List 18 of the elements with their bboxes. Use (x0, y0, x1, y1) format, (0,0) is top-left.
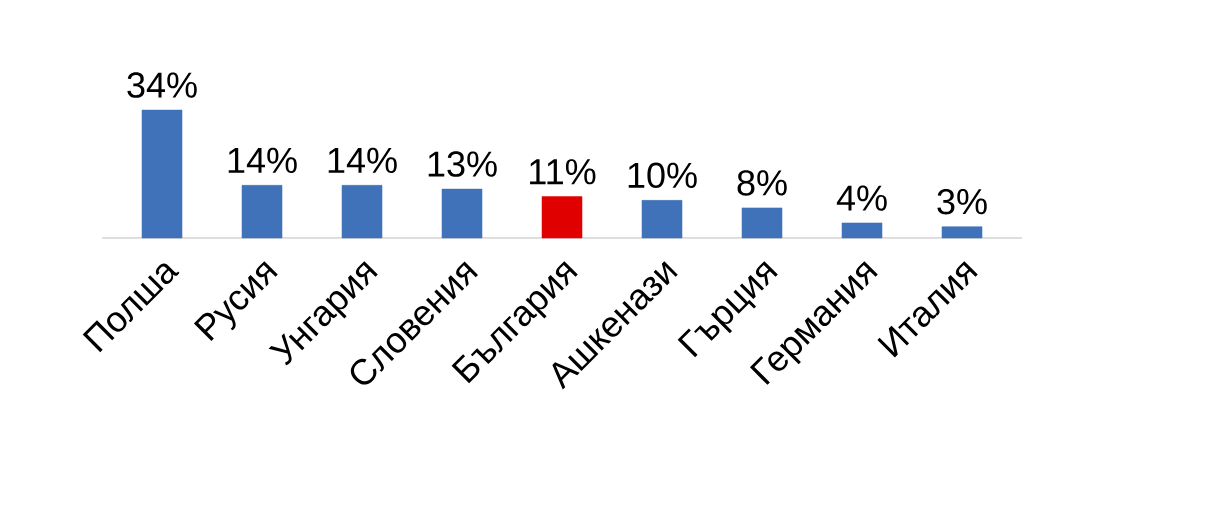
data-label: 14% (328, 147, 397, 174)
bar (641, 200, 683, 239)
data-label: 14% (228, 147, 297, 174)
bar (441, 188, 483, 239)
bar (841, 222, 883, 239)
bar (141, 109, 183, 239)
data-label: 11% (530, 159, 596, 185)
bar (341, 185, 383, 239)
bar (241, 185, 283, 239)
data-label: 13% (428, 151, 497, 177)
bar (741, 207, 783, 239)
data-label: 4% (836, 185, 887, 211)
data-label: 8% (737, 170, 787, 196)
bar (941, 226, 983, 239)
data-label: 34% (127, 72, 197, 98)
data-label: 3% (937, 188, 987, 215)
bar (541, 196, 583, 239)
data-label: 10% (628, 162, 697, 189)
